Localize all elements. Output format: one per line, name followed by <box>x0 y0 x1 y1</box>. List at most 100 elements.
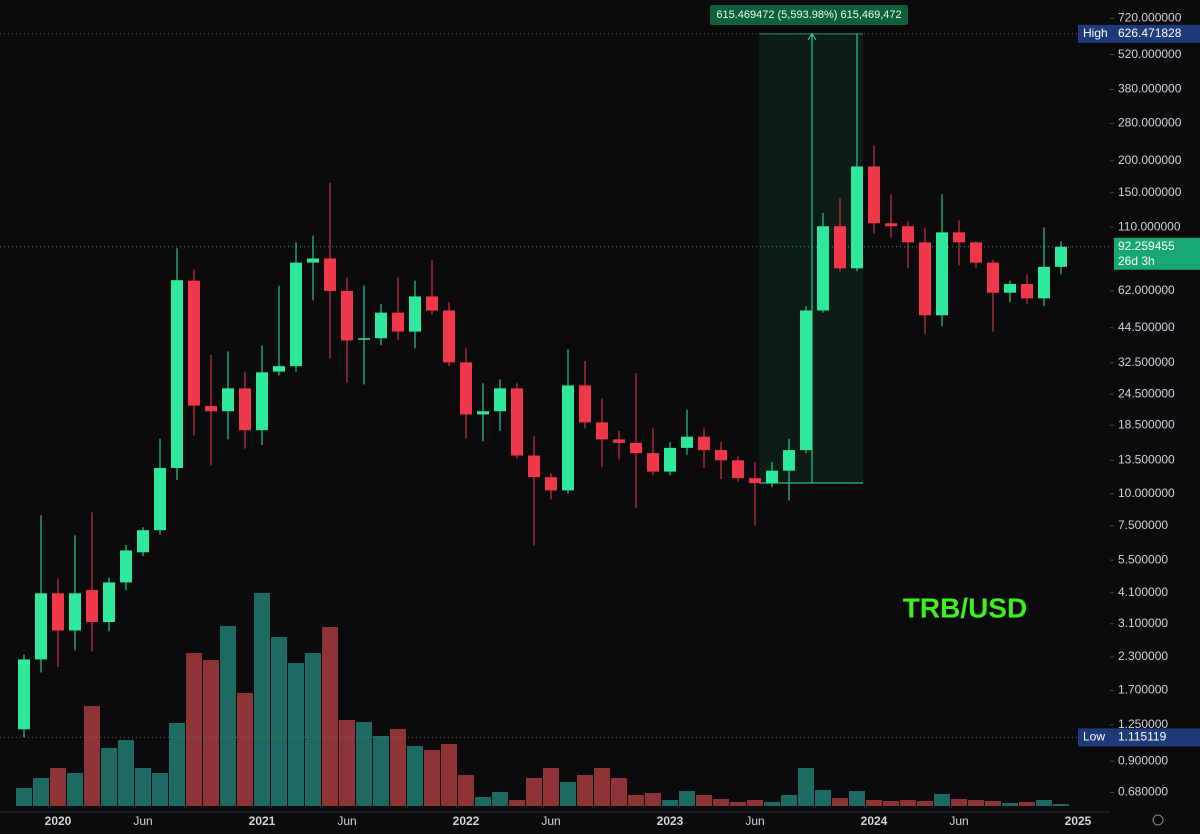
volume-bar <box>645 793 661 806</box>
candle-body <box>545 477 557 491</box>
candle-body <box>171 280 183 468</box>
candle-body <box>579 385 591 423</box>
volume-bar <box>84 706 100 806</box>
volume-bar <box>1036 800 1052 806</box>
candle-body <box>630 442 642 454</box>
countdown: 26d 3h <box>1118 254 1155 268</box>
y-tick-label: 4.100000 <box>1118 585 1168 599</box>
x-tick-label: 2025 <box>1065 814 1092 828</box>
volume-bar <box>798 768 814 806</box>
settings-icon[interactable] <box>1152 814 1164 826</box>
candle-body <box>596 422 608 440</box>
candle-body <box>715 450 727 461</box>
volume-bar <box>237 693 253 806</box>
y-tick-label: 2.300000 <box>1118 649 1168 663</box>
y-tick-label: 18.500000 <box>1118 417 1175 431</box>
volume-bar <box>203 660 219 806</box>
y-tick-label: 10.000000 <box>1118 486 1175 500</box>
volume-bar <box>407 746 423 806</box>
volume-bar <box>118 740 134 806</box>
candle-body <box>528 455 540 478</box>
y-tick-label: 7.500000 <box>1118 518 1168 532</box>
volume-bar <box>815 790 831 806</box>
watermark: TRB/USD <box>903 592 1027 623</box>
volume-bar <box>1002 803 1018 806</box>
high-tag-value: 626.471828 <box>1118 26 1182 40</box>
candle-body <box>698 436 710 451</box>
volume-bar <box>900 800 916 806</box>
x-tick-label: Jun <box>949 814 968 828</box>
candle-body <box>919 242 931 316</box>
candle-body <box>120 550 132 583</box>
candle-body <box>256 372 268 431</box>
candle-body <box>987 262 999 293</box>
volume-bar <box>560 782 576 806</box>
volume-bar <box>390 729 406 806</box>
candle-body <box>800 310 812 451</box>
volume-bar <box>67 773 83 806</box>
measure-label-box <box>710 5 908 25</box>
volume-bar <box>152 773 168 806</box>
volume-bar <box>849 791 865 806</box>
volume-bar <box>628 795 644 806</box>
candle-body <box>273 366 285 372</box>
candle-body <box>851 166 863 269</box>
volume-bar <box>747 800 763 806</box>
volume-bar <box>730 802 746 806</box>
candle-body <box>477 411 489 415</box>
volume-bar <box>951 799 967 806</box>
volume-bar <box>33 778 49 806</box>
x-tick-label: Jun <box>541 814 560 828</box>
volume-bar <box>186 653 202 806</box>
volume-bar <box>713 799 729 806</box>
volume-bar <box>934 794 950 806</box>
candle-body <box>885 223 897 227</box>
high-tag-name: High <box>1083 26 1108 40</box>
candle-body <box>953 232 965 243</box>
volume-bar <box>543 768 559 806</box>
volume-bar <box>1053 804 1069 806</box>
candle-body <box>834 226 846 269</box>
candle-body <box>307 258 319 263</box>
volume-bar <box>985 801 1001 806</box>
volume-bar <box>679 791 695 806</box>
candle-body <box>137 530 149 553</box>
x-tick-label: 2023 <box>657 814 684 828</box>
candle-body <box>494 388 506 412</box>
volume-bar <box>475 797 491 806</box>
volume-bar <box>50 768 66 806</box>
volume-bar <box>441 744 457 806</box>
volume-bar <box>305 653 321 806</box>
candle-body <box>647 453 659 472</box>
last-price-tag-box <box>1114 237 1200 270</box>
y-tick-label: 3.100000 <box>1118 616 1168 630</box>
y-tick-label: 32.500000 <box>1118 355 1175 369</box>
candle-body <box>239 388 251 431</box>
candle-body <box>409 296 421 332</box>
candle-body <box>324 258 336 291</box>
candle-body <box>732 460 744 479</box>
volume-bar <box>917 801 933 806</box>
candle-body <box>52 593 64 631</box>
x-tick-label: 2021 <box>249 814 276 828</box>
candle-body <box>222 388 234 412</box>
y-tick-label: 1.250000 <box>1118 717 1168 731</box>
candle-body <box>817 226 829 311</box>
volume-bar <box>16 788 32 806</box>
x-tick-label: 2022 <box>453 814 480 828</box>
candle-body <box>783 450 795 471</box>
volume-bar <box>662 800 678 806</box>
candle-body <box>154 467 166 531</box>
candle-body <box>664 447 676 472</box>
y-tick-label: 520.000000 <box>1118 47 1182 61</box>
volume-bar <box>254 593 270 806</box>
x-tick-label: Jun <box>133 814 152 828</box>
candle-body <box>341 290 353 341</box>
candle-body <box>35 593 47 660</box>
candle-body <box>681 436 693 448</box>
y-tick-label: 62.000000 <box>1118 283 1175 297</box>
y-tick-label: 200.000000 <box>1118 153 1182 167</box>
low-tag-name: Low <box>1083 730 1105 744</box>
volume-bar <box>356 722 372 806</box>
